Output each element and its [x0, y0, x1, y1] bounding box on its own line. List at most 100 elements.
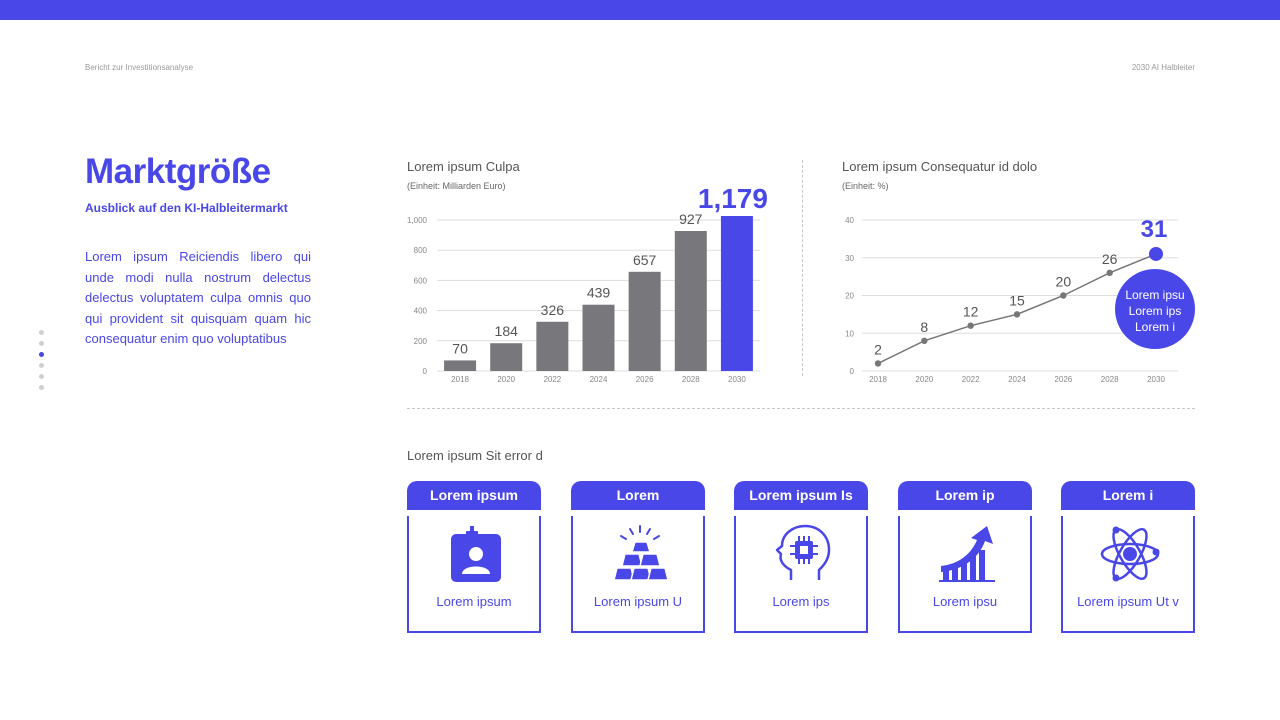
- line-chart-unit: (Einheit: %): [842, 181, 889, 191]
- callout-text: Lorem i: [1135, 320, 1175, 334]
- line-y-tick-label: 20: [845, 292, 854, 301]
- id-badge-icon: [451, 526, 501, 582]
- line-chart-title: Lorem ipsum Consequatur id dolo: [842, 159, 1038, 174]
- bar-x-tick-label: 2024: [590, 375, 608, 384]
- line-value-label-highlight: 31: [1141, 216, 1168, 243]
- line-value-label: 15: [1009, 292, 1025, 308]
- callout-text: Lorem ips: [1129, 304, 1182, 318]
- line-value-label: 20: [1056, 274, 1072, 290]
- line-x-tick-label: 2026: [1054, 375, 1072, 384]
- line-y-tick-label: 10: [845, 329, 854, 338]
- line-x-tick-label: 2020: [915, 375, 933, 384]
- bar-value-label: 927: [679, 211, 703, 227]
- line-point: [967, 322, 974, 329]
- bar: [674, 231, 707, 371]
- card-header: Lorem i: [1061, 481, 1195, 510]
- gold-bars-icon: [613, 525, 669, 581]
- page-title: Marktgröße: [85, 152, 271, 191]
- bar: [490, 343, 523, 371]
- bar-value-label: 439: [587, 285, 611, 301]
- bar-chart-unit: (Einheit: Milliarden Euro): [407, 181, 506, 191]
- card-label: Lorem ipsum U: [593, 594, 683, 609]
- bar: [628, 271, 661, 371]
- line-point: [1013, 311, 1021, 318]
- pager-dot-active[interactable]: [39, 352, 44, 357]
- bar-x-tick-label: 2026: [636, 375, 654, 384]
- card-body: Lorem ipsu: [898, 516, 1032, 633]
- bar-y-tick-label: 400: [414, 307, 428, 316]
- line-point-highlight: [1149, 246, 1163, 261]
- feature-card[interactable]: Lorem ip Lorem ipsu: [898, 481, 1032, 633]
- line-value-label: 8: [920, 319, 928, 335]
- bar-x-tick-label: 2018: [451, 375, 469, 384]
- line-y-tick-label: 40: [845, 216, 854, 225]
- card-header: Lorem ip: [898, 481, 1032, 510]
- report-name: Bericht zur Investitionsanalyse: [85, 63, 194, 72]
- bar: [582, 304, 615, 371]
- pager-dot[interactable]: [39, 385, 44, 390]
- bar-y-tick-label: 800: [414, 246, 428, 255]
- description-text: Lorem ipsum Reiciendis libero qui unde m…: [85, 249, 311, 347]
- vertical-divider: [802, 160, 803, 376]
- bar-chart-title: Lorem ipsum Culpa: [407, 159, 520, 174]
- line-value-label: 26: [1102, 251, 1118, 267]
- pager-dot[interactable]: [39, 330, 44, 335]
- bar-y-tick-label: 600: [414, 276, 428, 285]
- ai-head-chip-icon: [775, 524, 831, 580]
- line-point: [874, 360, 882, 367]
- horizontal-divider: [407, 408, 1195, 409]
- feature-card[interactable]: Lorem ipsum Is Lorem ips: [734, 481, 868, 633]
- card-body: Lorem ipsum Ut v: [1061, 516, 1195, 633]
- feature-card[interactable]: Lorem Lorem ipsum U: [571, 481, 705, 633]
- line-point: [1106, 269, 1113, 277]
- bar-x-tick-label: 2022: [543, 375, 561, 384]
- bar-x-tick-label: 2030: [728, 375, 746, 384]
- card-label: Lorem ips: [772, 594, 830, 609]
- report-tag: 2030 AI Halbleiter: [1131, 63, 1195, 72]
- callout-bubble: [1115, 269, 1195, 349]
- card-label: Lorem ipsu: [932, 594, 998, 609]
- line-x-tick-label: 2028: [1101, 375, 1119, 384]
- bar-x-tick-label: 2020: [497, 375, 515, 384]
- card-label: Lorem ipsum: [436, 594, 512, 609]
- pager-dot[interactable]: [39, 374, 44, 379]
- callout-text: Lorem ipsu: [1125, 288, 1184, 302]
- line-point: [921, 337, 928, 344]
- bar-value-label: 326: [541, 302, 565, 318]
- bar-y-tick-label: 1,000: [407, 216, 428, 225]
- card-label: Lorem ipsum Ut v: [1077, 594, 1179, 609]
- section-title: Lorem ipsum Sit error d: [407, 448, 543, 463]
- line-value-label: 12: [963, 304, 979, 320]
- line-point: [1060, 292, 1067, 299]
- card-body: Lorem ipsum: [407, 516, 541, 633]
- bar-highlight: [720, 216, 753, 371]
- slide-pager: [39, 330, 45, 396]
- line-x-tick-label: 2030: [1147, 375, 1165, 384]
- bar-y-tick-label: 200: [414, 337, 428, 346]
- line-x-tick-label: 2022: [962, 375, 980, 384]
- bar-value-label: 70: [452, 340, 468, 356]
- feature-card[interactable]: Lorem i Lorem ipsum Ut v: [1061, 481, 1195, 633]
- feature-card[interactable]: Lorem ipsum Lorem ipsum: [407, 481, 541, 633]
- bar-y-tick-label: 0: [423, 367, 428, 376]
- pager-dot[interactable]: [39, 363, 44, 368]
- top-accent-bar: [0, 0, 1280, 20]
- card-header: Lorem ipsum Is: [734, 481, 868, 510]
- bar-value-label-highlight: 1,179: [698, 183, 768, 214]
- card-body: Lorem ips: [734, 516, 868, 633]
- card-body: Lorem ipsum U: [571, 516, 705, 633]
- bar: [444, 360, 477, 371]
- atom-icon: [1100, 526, 1160, 582]
- line-series: [877, 253, 1157, 365]
- bar-x-tick-label: 2028: [682, 375, 700, 384]
- line-value-label: 2: [874, 341, 882, 357]
- line-y-tick-label: 0: [850, 367, 855, 376]
- pager-dot[interactable]: [39, 341, 44, 346]
- bar: [536, 321, 569, 371]
- card-header: Lorem ipsum: [407, 481, 541, 510]
- growth-chart-icon: [939, 526, 995, 582]
- page-subtitle: Ausblick auf den KI-Halbleitermarkt: [85, 201, 288, 215]
- bar-value-label: 657: [633, 252, 657, 268]
